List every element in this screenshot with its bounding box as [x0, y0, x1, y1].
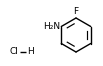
- Text: H₂N: H₂N: [43, 22, 60, 31]
- Text: F: F: [73, 7, 79, 16]
- Text: H: H: [27, 48, 34, 56]
- Text: Cl: Cl: [10, 48, 19, 56]
